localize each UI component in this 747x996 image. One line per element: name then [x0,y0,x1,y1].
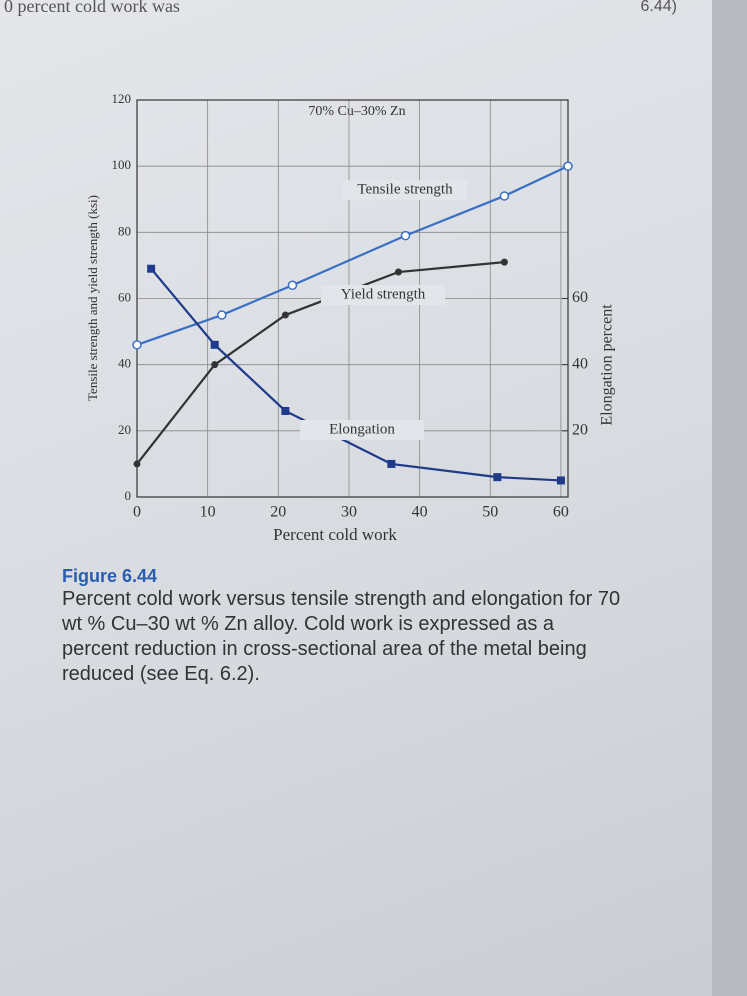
label-bg [300,420,424,440]
label-bg [321,285,445,305]
series-label: Elongation [329,421,395,437]
x-tick-label: 10 [200,504,216,521]
caption-label: Figure 6.44 [62,566,158,586]
corner-fragment: 6.44) [640,0,677,15]
x-tick-label: 40 [412,504,428,521]
series-label: Yield strength [341,286,426,302]
annotation: 70% Cu–30% Zn [308,104,405,119]
caption-text: Percent cold work versus tensile strengt… [62,588,621,685]
y2-tick-label: 40 [572,355,588,372]
series-label: Tensile strength [357,181,453,197]
y-tick-label: 120 [112,91,132,106]
label-bg [343,180,467,200]
y2-axis-label: Elongation percent [599,304,616,426]
x-tick-label: 20 [270,504,286,521]
y2-tick-label: 60 [572,289,588,306]
marker [394,268,402,276]
y-tick-label: 100 [112,157,132,172]
marker [281,311,289,319]
marker [211,361,219,369]
x-tick-label: 50 [482,504,498,521]
marker [493,473,502,482]
page-edge [712,0,747,996]
marker [500,258,508,266]
x-axis-label: Percent cold work [273,525,397,544]
series-line [136,165,569,346]
marker [217,310,227,320]
marker [499,191,510,201]
y-tick-label: 40 [118,356,131,371]
y-tick-label: 20 [118,422,131,437]
x-tick-label: 30 [341,504,357,521]
marker [400,230,411,241]
marker [281,406,290,415]
marker [287,280,298,291]
marker [210,340,219,349]
plot-frame [136,99,569,498]
x-tick-label: 0 [133,504,141,521]
marker [563,161,573,171]
y2-tick-label: 20 [572,422,588,439]
marker [556,476,565,485]
header-fragment: 0 percent cold work was [4,0,180,16]
x-tick-label: 60 [553,504,569,521]
marker [147,264,156,273]
caption: Figure 6.44 Percent cold work versus ten… [62,566,622,687]
y-tick-label: 0 [125,488,132,503]
y-tick-label: 60 [118,289,131,304]
y-tick-label: 80 [118,223,131,238]
marker [133,460,141,468]
marker [132,340,142,350]
marker [387,459,396,468]
y-axis-label: Tensile strength and yield strength (ksi… [85,195,100,401]
